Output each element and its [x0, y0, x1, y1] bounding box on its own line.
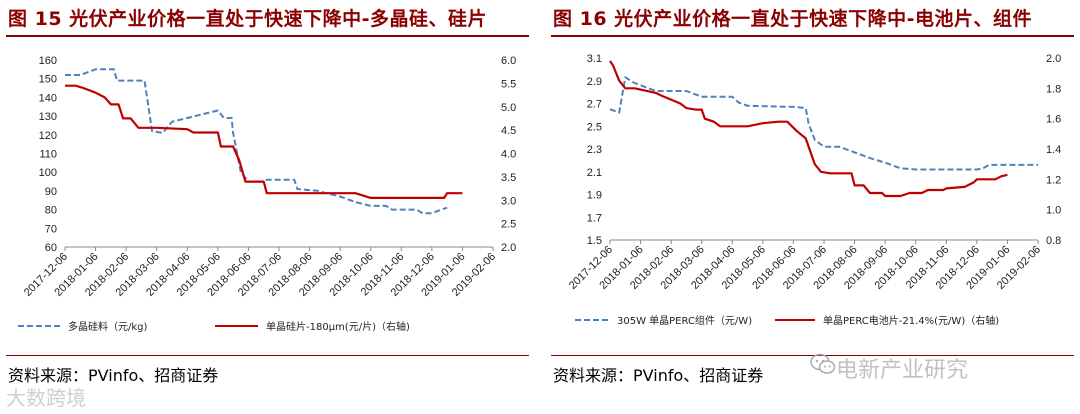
y2-tick-label: 2.5 — [501, 219, 516, 231]
y-tick-label: 1.9 — [587, 190, 602, 202]
wechat-icon — [810, 353, 836, 374]
watermark-left: 大数跨境 — [6, 386, 86, 410]
figure-16-title: 图 16 光伏产业价格一直处于快速下降中-电池片、组件 — [553, 8, 1033, 30]
source-divider — [551, 355, 1074, 356]
y-tick-label: 140 — [39, 92, 57, 104]
figure-15-source: 资料来源：PVinfo、招商证券 — [8, 366, 219, 385]
series-line-1 — [65, 84, 463, 199]
series-line-0 — [65, 68, 448, 215]
figure-15-chart: 60 70 80 90 100 110 120 130 140 150 160 2.0 2.5 3.0 3.… — [18, 55, 516, 333]
y2-tick-label: 5.5 — [501, 78, 516, 90]
y-tick-label: 3.1 — [587, 53, 602, 65]
figure-16-panel: 图 16 光伏产业价格一直处于快速下降中-电池片、组件 1.5 1.7 1.9 2.1… — [545, 0, 1080, 414]
y2-tick-label: 4.5 — [501, 125, 516, 137]
y2-tick-label: 3.5 — [501, 172, 516, 184]
y-tick-label: 2.9 — [587, 76, 602, 88]
y-tick-label: 1.7 — [587, 212, 602, 224]
y2-tick-label: 0.8 — [1046, 235, 1061, 247]
y-tick-label: 150 — [39, 74, 57, 86]
y2-tick-label: 1.0 — [1046, 205, 1061, 217]
y-tick-label: 1.5 — [587, 235, 602, 247]
y-tick-label: 70 — [45, 223, 57, 235]
figure-15-panel: 图 15 光伏产业价格一直处于快速下降中-多晶硅、硅片 60 70 80 90 100 1… — [0, 0, 535, 414]
y2-tick-label: 6.0 — [501, 55, 516, 67]
legend-label-1: 单晶PERC电池片-21.4%(元/W)（右轴) — [823, 314, 999, 327]
figure-16-chart: 1.5 1.7 1.9 2.1 2.3 2.5 2.7 2.9 3.1 0.8 1.0 1.2 1.4 1… — [567, 53, 1061, 327]
y-tick-label: 160 — [39, 55, 57, 67]
y-tick-label: 110 — [39, 149, 57, 161]
figure-15-title: 图 15 光伏产业价格一直处于快速下降中-多晶硅、硅片 — [8, 8, 488, 30]
y-tick-label: 2.5 — [587, 121, 602, 133]
series-line-1 — [609, 60, 1008, 198]
y-tick-label: 120 — [39, 130, 57, 142]
y2-tick-label: 5.0 — [501, 102, 516, 114]
legend-label-0: 305W 单晶PERC组件（元/W) — [617, 314, 752, 327]
y-tick-label: 130 — [39, 111, 57, 123]
y-tick-label: 60 — [45, 242, 57, 254]
y2-tick-label: 1.8 — [1046, 83, 1061, 95]
y-tick-label: 100 — [39, 167, 57, 179]
series-line-0 — [609, 76, 1038, 171]
legend-label-0: 多晶硅料（元/kg) — [68, 320, 148, 333]
y2-tick-label: 1.2 — [1046, 174, 1061, 186]
y-tick-label: 2.1 — [587, 167, 602, 179]
y-tick-label: 2.7 — [587, 99, 602, 111]
title-divider — [551, 35, 1074, 37]
y2-tick-label: 2.0 — [1046, 53, 1061, 65]
y2-tick-label: 4.0 — [501, 149, 516, 161]
source-divider — [6, 355, 529, 356]
y2-tick-label: 3.0 — [501, 195, 516, 207]
y-tick-label: 80 — [45, 205, 57, 217]
legend-label-1: 单晶硅片-180μm(元/片)（右轴) — [266, 320, 410, 333]
watermark-right: 电新产业研究 — [836, 358, 969, 383]
title-divider — [6, 35, 529, 37]
y2-tick-label: 1.4 — [1046, 144, 1061, 156]
y-tick-label: 90 — [45, 186, 57, 198]
figure-16-source: 资料来源：PVinfo、招商证券 — [553, 366, 764, 385]
y2-tick-label: 1.6 — [1046, 114, 1061, 126]
y-tick-label: 2.3 — [587, 144, 602, 156]
y2-tick-label: 2.0 — [501, 242, 516, 254]
